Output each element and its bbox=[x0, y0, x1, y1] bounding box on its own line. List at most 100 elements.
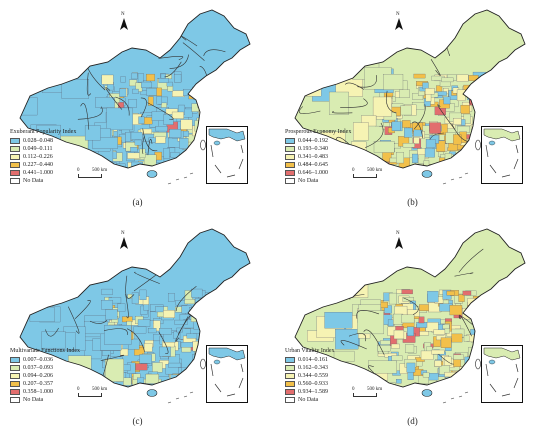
legend-item: 0.044–0.192 bbox=[285, 137, 351, 145]
china-map-d bbox=[294, 228, 526, 404]
legend-item: 0.112–0.226 bbox=[10, 153, 76, 161]
taiwan-island bbox=[475, 139, 481, 151]
legend-item: 0.014–0.161 bbox=[285, 356, 335, 364]
legend-label: No Data bbox=[298, 178, 319, 184]
legend-swatch bbox=[285, 397, 295, 403]
taiwan-island bbox=[475, 358, 481, 370]
legend-label: 0.207–0.357 bbox=[23, 381, 53, 387]
legend-item: 0.037–0.093 bbox=[10, 364, 80, 372]
legend-label: 0.049–0.111 bbox=[23, 146, 53, 152]
legend-label: 0.044–0.192 bbox=[298, 138, 328, 144]
south-china-sea-inset bbox=[206, 126, 248, 184]
legend-item: 0.094–0.206 bbox=[10, 372, 80, 380]
legend-label: 0.934–1.589 bbox=[298, 389, 328, 395]
legend-label: 0.441–1.000 bbox=[23, 170, 53, 176]
legend-label: 0.007–0.036 bbox=[23, 357, 53, 363]
legend-item: No Data bbox=[285, 396, 335, 404]
legend-d: Urban Vitality Index 0.014–0.161 0.162–0.… bbox=[285, 347, 335, 404]
legend-swatch bbox=[10, 357, 20, 363]
legend-swatch bbox=[10, 397, 20, 403]
legend-label: 0.162–0.343 bbox=[298, 365, 328, 371]
legend-item: 0.344–0.559 bbox=[285, 372, 335, 380]
legend-swatch bbox=[285, 389, 295, 395]
legend-item: No Data bbox=[10, 396, 80, 404]
legend-swatch bbox=[10, 365, 20, 371]
legend-label: 0.344–0.559 bbox=[298, 373, 328, 379]
legend-item: 0.441–1.000 bbox=[10, 169, 76, 177]
legend-swatch bbox=[285, 162, 295, 168]
north-arrow-icon: N bbox=[394, 231, 404, 251]
legend-swatch bbox=[10, 162, 20, 168]
south-china-sea-inset bbox=[206, 345, 248, 403]
legend-item: 0.207–0.357 bbox=[10, 380, 80, 388]
legend-label: No Data bbox=[23, 178, 44, 184]
south-china-sea-inset bbox=[481, 345, 523, 403]
china-map-a bbox=[19, 9, 251, 185]
legend-swatch bbox=[10, 178, 20, 184]
taiwan-island bbox=[200, 139, 206, 151]
legend-item: 0.934–1.589 bbox=[285, 388, 335, 396]
north-arrow-icon: N bbox=[119, 231, 129, 251]
legend-item: 0.162–0.343 bbox=[285, 364, 335, 372]
legend-label: 0.646–1.000 bbox=[298, 170, 328, 176]
legend-swatch bbox=[285, 381, 295, 387]
legend-swatch bbox=[285, 170, 295, 176]
legend-item: No Data bbox=[285, 177, 351, 185]
legend-a: Exuberant Popularity Index 0.028–0.048 0.… bbox=[10, 128, 76, 185]
legend-item: No Data bbox=[10, 177, 76, 185]
legend-label: No Data bbox=[23, 397, 44, 403]
legend-label: 0.014–0.161 bbox=[298, 357, 328, 363]
china-map-c bbox=[19, 228, 251, 404]
legend-swatch bbox=[285, 365, 295, 371]
legend-swatch bbox=[285, 357, 295, 363]
legend-label: 0.341–0.483 bbox=[298, 154, 328, 160]
panel-caption: (d) bbox=[407, 416, 418, 426]
hainan-island bbox=[421, 389, 433, 397]
legend-swatch bbox=[285, 178, 295, 184]
legend-item: 0.193–0.340 bbox=[285, 145, 351, 153]
panel-caption: (a) bbox=[132, 197, 143, 207]
legend-item: 0.358–1.000 bbox=[10, 388, 80, 396]
legend-swatch bbox=[10, 138, 20, 144]
legend-b: Prosperous Economy Index 0.044–0.192 0.19… bbox=[285, 128, 351, 185]
panel-caption: (c) bbox=[132, 416, 143, 426]
north-arrow-icon: N bbox=[119, 12, 129, 32]
legend-swatch bbox=[10, 373, 20, 379]
legend-label: 0.484–0.645 bbox=[298, 162, 328, 168]
legend-swatch bbox=[10, 170, 20, 176]
legend-title: Urban Vitality Index bbox=[285, 348, 335, 354]
hainan-island bbox=[146, 389, 158, 397]
legend-label: 0.358–1.000 bbox=[23, 389, 53, 395]
legend-item: 0.007–0.036 bbox=[10, 356, 80, 364]
legend-title: Prosperous Economy Index bbox=[285, 129, 352, 135]
legend-label: 0.037–0.093 bbox=[23, 365, 53, 371]
legend-label: 0.227–0.440 bbox=[23, 162, 53, 168]
legend-swatch bbox=[285, 373, 295, 379]
north-arrow-icon: N bbox=[394, 12, 404, 32]
legend-label: 0.193–0.340 bbox=[298, 146, 328, 152]
map-panel-b: N Prosperous Economy Index 0.044–0.192 0.… bbox=[275, 0, 550, 218]
legend-item: 0.560–0.933 bbox=[285, 380, 335, 388]
legend-swatch bbox=[285, 146, 295, 152]
hainan-island bbox=[421, 170, 433, 178]
legend-swatch bbox=[285, 154, 295, 160]
legend-item: 0.341–0.483 bbox=[285, 153, 351, 161]
legend-label: 0.028–0.048 bbox=[23, 138, 53, 144]
legend-item: 0.227–0.440 bbox=[10, 161, 76, 169]
legend-label: 0.560–0.933 bbox=[298, 381, 328, 387]
south-china-sea-inset bbox=[481, 126, 523, 184]
hainan-island bbox=[146, 170, 158, 178]
map-panel-c: N Multivariate Functions Index 0.007–0.0… bbox=[0, 219, 275, 437]
legend-swatch bbox=[10, 146, 20, 152]
legend-c: Multivariate Functions Index 0.007–0.036… bbox=[10, 347, 80, 404]
legend-label: 0.094–0.206 bbox=[23, 373, 53, 379]
taiwan-island bbox=[200, 358, 206, 370]
legend-swatch bbox=[285, 138, 295, 144]
legend-swatch bbox=[10, 381, 20, 387]
legend-item: 0.049–0.111 bbox=[10, 145, 76, 153]
legend-item: 0.028–0.048 bbox=[10, 137, 76, 145]
legend-label: No Data bbox=[298, 397, 319, 403]
legend-item: 0.484–0.645 bbox=[285, 161, 351, 169]
legend-swatch bbox=[10, 389, 20, 395]
panel-caption: (b) bbox=[407, 197, 418, 207]
